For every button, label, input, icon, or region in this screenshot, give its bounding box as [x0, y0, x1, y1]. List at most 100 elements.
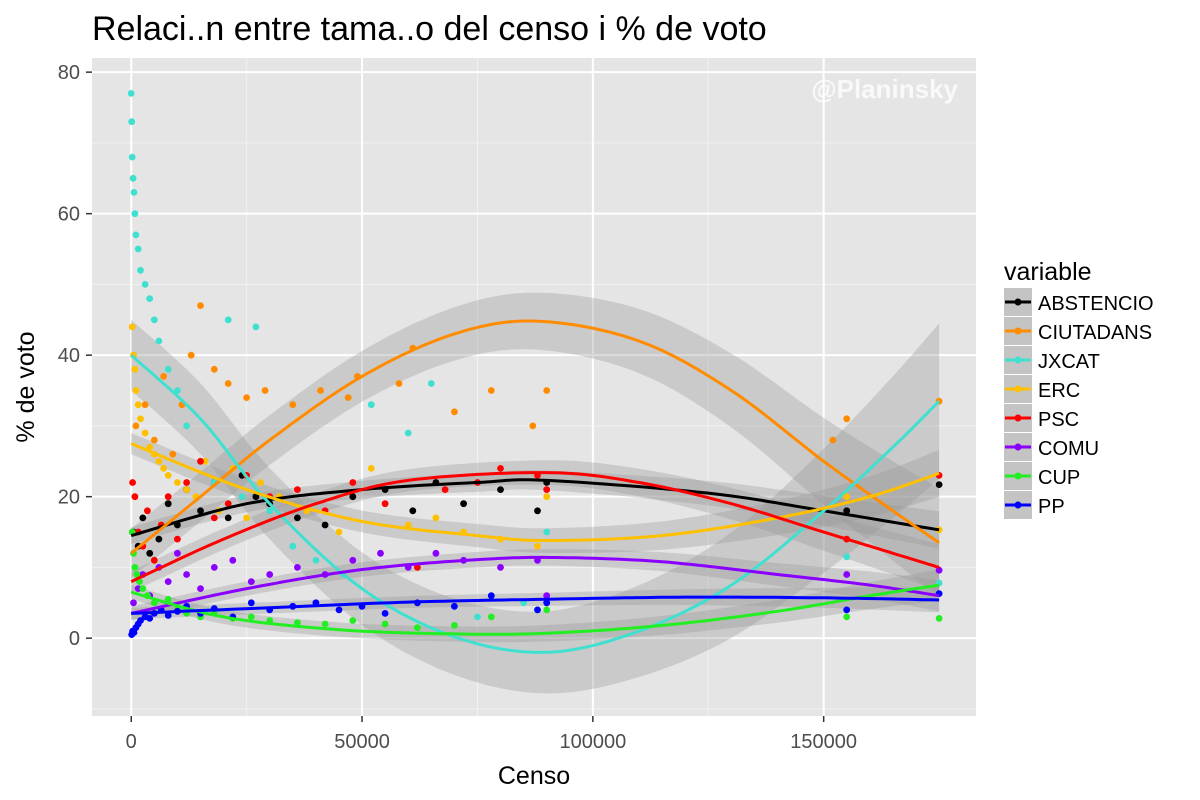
point-erc: [164, 472, 172, 479]
legend-item-ciutadans: CIUTADANS: [1004, 317, 1152, 345]
fit-line-cup: [130, 583, 940, 636]
point-erc: [534, 542, 541, 550]
point-jxcat: [266, 507, 274, 515]
point-cup: [247, 613, 255, 621]
fit-line-ciutadans: [130, 319, 940, 555]
point-ciutadans: [261, 387, 269, 394]
legend-label: COMU: [1038, 438, 1099, 460]
point-ciutadans: [529, 422, 537, 430]
point-erc: [137, 415, 144, 423]
legend-label: ERC: [1038, 380, 1080, 402]
point-erc: [128, 323, 136, 331]
point-comu: [935, 566, 943, 574]
point-erc: [335, 528, 343, 536]
point-cup: [139, 585, 147, 592]
point-comu: [349, 556, 357, 564]
point-jxcat: [134, 245, 142, 253]
legend-label: ABSTENCIO: [1038, 293, 1154, 315]
point-comu: [229, 556, 237, 564]
point-ciutadans: [317, 387, 324, 394]
legend-item-comu: COMU: [1004, 433, 1099, 461]
point-ciutadans: [132, 422, 140, 430]
legend-item-jxcat: JXCAT: [1004, 346, 1100, 374]
legend-key-point: [1014, 327, 1022, 335]
point-jxcat: [843, 553, 851, 561]
point-comu: [377, 549, 384, 557]
x-axis-title: Censo: [498, 762, 570, 790]
legend-item-cup: CUP: [1004, 462, 1080, 490]
legend-label: PSC: [1038, 409, 1079, 431]
point-jxcat: [312, 556, 320, 564]
point-erc: [174, 479, 181, 486]
point-jxcat: [427, 380, 435, 387]
point-psc: [129, 479, 137, 486]
point-pp: [543, 599, 551, 607]
legend-key-point: [1014, 356, 1022, 364]
point-abstencio: [534, 507, 541, 515]
point-abstencio: [294, 514, 301, 522]
watermark: @Planinsky: [811, 74, 958, 104]
y-tick-label: 40: [58, 345, 80, 367]
point-comu: [266, 571, 274, 578]
point-cup: [131, 564, 139, 571]
point-jxcat: [252, 323, 260, 331]
point-comu: [183, 571, 191, 578]
point-abstencio: [497, 486, 504, 493]
legend-item-erc: ERC: [1004, 375, 1080, 403]
point-abstencio: [146, 549, 154, 557]
point-psc: [381, 500, 389, 508]
fit-line-pp: [131, 595, 940, 615]
legend-item-psc: PSC: [1004, 404, 1079, 432]
y-axis-ticks: 0 20 40 60 80: [58, 62, 92, 650]
point-pp: [487, 592, 495, 600]
point-jxcat: [238, 493, 246, 501]
point-abstencio: [224, 514, 232, 522]
point-ciutadans: [395, 380, 403, 387]
point-comu: [843, 571, 851, 578]
point-psc: [294, 486, 301, 493]
point-jxcat: [164, 365, 172, 373]
band-cup: [131, 569, 940, 643]
point-comu: [174, 549, 181, 557]
point-cup: [543, 606, 551, 614]
point-abstencio: [843, 507, 851, 515]
fit-lines: [130, 319, 941, 654]
point-abstencio: [139, 514, 147, 522]
point-ciutadans: [487, 387, 495, 394]
point-psc: [210, 514, 218, 522]
point-ciutadans: [344, 394, 352, 401]
point-abstencio: [155, 535, 163, 543]
point-ciutadans: [141, 401, 149, 409]
point-cup: [164, 595, 172, 603]
legend-key-point: [1014, 472, 1022, 480]
band-ciutadans: [131, 292, 940, 598]
point-pp: [146, 615, 154, 622]
point-erc: [132, 387, 140, 394]
point-ciutadans: [169, 450, 177, 458]
point-abstencio: [349, 493, 357, 501]
point-psc: [183, 479, 191, 486]
y-tick-label: 0: [69, 628, 80, 650]
x-axis-ticks: 0 50000 100000 150000: [126, 716, 857, 753]
point-ciutadans: [160, 373, 168, 380]
point-psc: [349, 479, 357, 486]
fit-line-jxcat: [130, 354, 941, 654]
point-abstencio: [164, 500, 172, 508]
point-cup: [451, 622, 458, 629]
legend-key-point: [1014, 298, 1022, 306]
point-psc: [164, 493, 172, 501]
point-erc: [257, 479, 264, 486]
band-jxcat: [131, 319, 940, 694]
point-abstencio: [252, 493, 260, 501]
point-ciutadans: [829, 436, 837, 444]
fit-line-psc: [130, 471, 940, 583]
point-erc: [155, 457, 163, 465]
point-jxcat: [543, 528, 551, 536]
point-pp: [451, 602, 458, 610]
point-ciutadans: [289, 401, 297, 409]
point-erc: [543, 493, 551, 501]
point-erc: [146, 443, 154, 451]
legend-label: PP: [1038, 496, 1065, 518]
